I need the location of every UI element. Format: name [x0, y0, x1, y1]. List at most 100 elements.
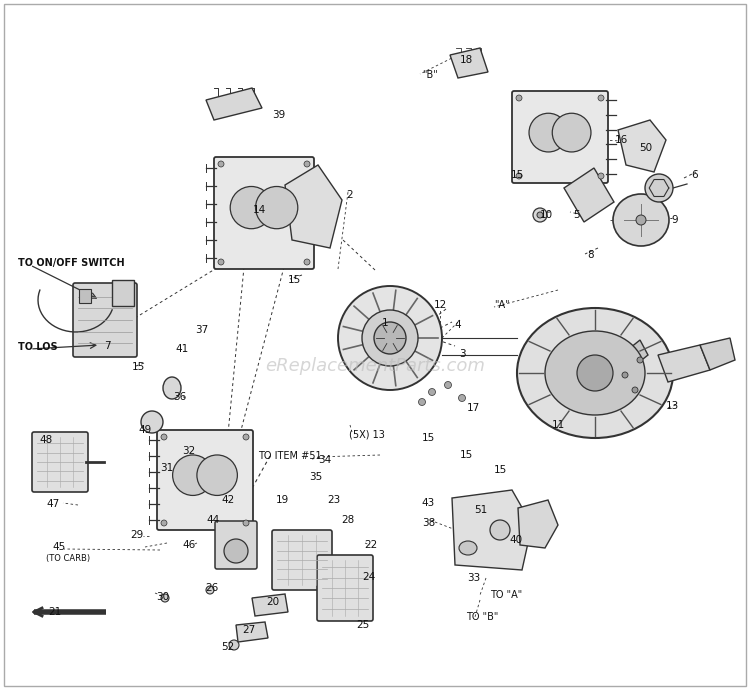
Circle shape [516, 95, 522, 101]
Circle shape [533, 208, 547, 222]
Text: 12: 12 [433, 300, 447, 310]
Circle shape [197, 455, 238, 495]
Text: 11: 11 [551, 420, 565, 430]
Ellipse shape [545, 331, 645, 415]
Text: 7: 7 [104, 341, 110, 351]
Text: 44: 44 [206, 515, 220, 525]
Text: 15: 15 [131, 362, 145, 372]
Circle shape [218, 259, 224, 265]
Polygon shape [450, 48, 488, 78]
Text: 43: 43 [422, 498, 435, 508]
Circle shape [304, 161, 310, 167]
Text: 5: 5 [573, 210, 579, 220]
Text: 49: 49 [139, 425, 152, 435]
Circle shape [256, 186, 298, 228]
Circle shape [490, 520, 510, 540]
Text: 6: 6 [692, 170, 698, 180]
Text: 30: 30 [157, 592, 170, 602]
Circle shape [458, 395, 466, 402]
Circle shape [577, 355, 613, 391]
Polygon shape [630, 340, 648, 363]
Circle shape [419, 399, 425, 406]
Text: 14: 14 [253, 205, 266, 215]
Text: 52: 52 [221, 642, 235, 652]
FancyBboxPatch shape [317, 555, 373, 621]
Text: 35: 35 [310, 472, 322, 482]
Polygon shape [618, 120, 666, 172]
Text: 42: 42 [221, 495, 235, 505]
Circle shape [218, 161, 224, 167]
Text: 25: 25 [356, 620, 370, 630]
Polygon shape [518, 500, 558, 548]
Circle shape [304, 259, 310, 265]
Text: 51: 51 [475, 505, 488, 515]
Text: 45: 45 [53, 542, 66, 552]
Text: 41: 41 [176, 344, 189, 354]
Circle shape [172, 455, 213, 495]
Text: TO ON/OFF SWITCH: TO ON/OFF SWITCH [18, 258, 125, 268]
Text: 36: 36 [173, 392, 187, 402]
Text: 9: 9 [672, 215, 678, 225]
Text: (5X) 13: (5X) 13 [349, 429, 385, 439]
Polygon shape [564, 168, 614, 222]
Text: 29: 29 [130, 530, 144, 540]
Text: 13: 13 [665, 401, 679, 411]
Ellipse shape [459, 541, 477, 555]
Text: 46: 46 [182, 540, 196, 550]
Circle shape [161, 594, 169, 602]
Text: (TO CARB): (TO CARB) [46, 555, 90, 564]
FancyBboxPatch shape [512, 91, 608, 183]
Circle shape [598, 95, 604, 101]
Text: 16: 16 [614, 135, 628, 145]
Text: 18: 18 [459, 55, 472, 65]
Text: 1: 1 [382, 318, 388, 328]
Circle shape [243, 434, 249, 440]
FancyBboxPatch shape [157, 430, 253, 530]
Text: 20: 20 [266, 597, 280, 607]
Ellipse shape [613, 194, 669, 246]
Circle shape [224, 539, 248, 563]
Text: 34: 34 [319, 455, 332, 465]
Text: 15: 15 [494, 465, 507, 475]
Text: eReplacementParts.com: eReplacementParts.com [265, 357, 485, 375]
Text: 27: 27 [242, 625, 256, 635]
Polygon shape [700, 338, 735, 370]
Text: TO "B": TO "B" [466, 612, 499, 622]
Circle shape [243, 520, 249, 526]
Circle shape [632, 387, 638, 393]
Circle shape [529, 113, 568, 152]
Circle shape [516, 173, 522, 179]
Text: 24: 24 [362, 572, 376, 582]
Text: TO "A": TO "A" [490, 590, 522, 600]
Circle shape [362, 310, 418, 366]
Ellipse shape [517, 308, 673, 438]
Text: "A": "A" [494, 300, 510, 310]
FancyBboxPatch shape [272, 530, 332, 590]
Polygon shape [285, 165, 342, 248]
FancyBboxPatch shape [32, 432, 88, 492]
Text: 38: 38 [422, 518, 436, 528]
Text: 2: 2 [346, 190, 353, 200]
Circle shape [537, 212, 543, 218]
FancyBboxPatch shape [73, 283, 137, 357]
Text: 37: 37 [195, 325, 208, 335]
Text: "B": "B" [422, 70, 438, 80]
Text: TO LOS: TO LOS [18, 342, 58, 352]
Circle shape [161, 520, 167, 526]
Circle shape [374, 322, 406, 354]
Text: 47: 47 [46, 499, 60, 509]
FancyBboxPatch shape [214, 157, 314, 269]
Circle shape [445, 382, 452, 388]
Text: 15: 15 [459, 450, 472, 460]
Polygon shape [252, 594, 288, 616]
Circle shape [636, 215, 646, 225]
Text: 22: 22 [364, 540, 378, 550]
Polygon shape [452, 490, 532, 570]
Text: 32: 32 [182, 446, 196, 456]
Ellipse shape [163, 377, 181, 399]
Text: 23: 23 [328, 495, 340, 505]
Text: 15: 15 [422, 433, 435, 443]
Text: 39: 39 [272, 110, 286, 120]
Text: 15: 15 [510, 170, 524, 180]
Text: 28: 28 [341, 515, 355, 525]
